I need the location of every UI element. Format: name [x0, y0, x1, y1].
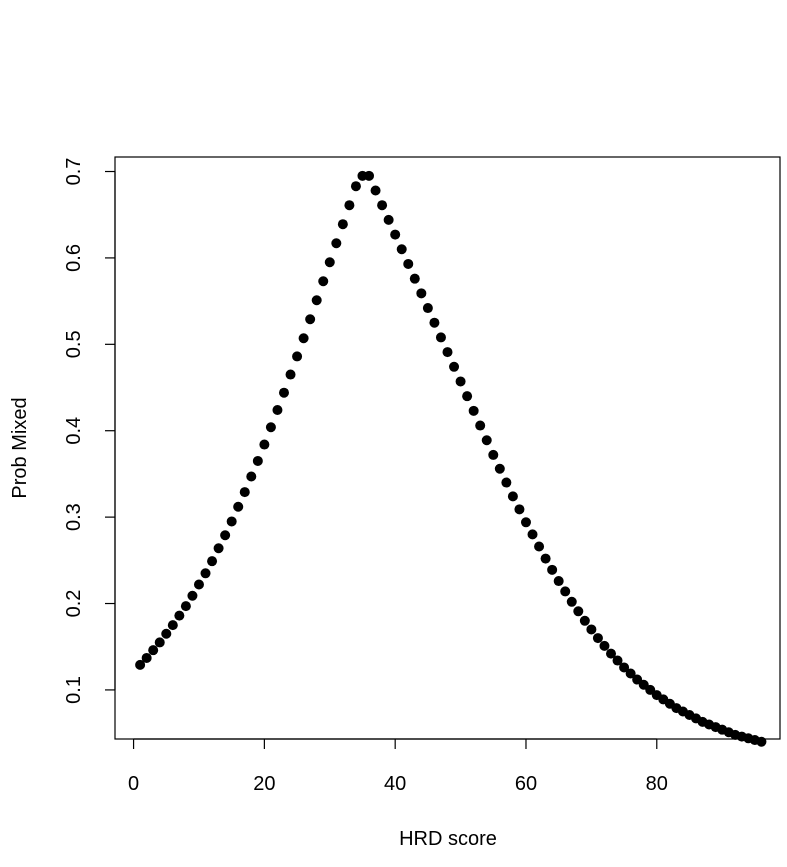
- data-point: [455, 376, 466, 387]
- y-tick-label: 0.5: [63, 330, 85, 358]
- data-point: [507, 491, 518, 502]
- data-point: [612, 655, 623, 666]
- data-point: [377, 200, 388, 211]
- data-point: [534, 541, 545, 552]
- plot-frame: [114, 156, 781, 740]
- data-point: [364, 170, 375, 181]
- data-point: [501, 477, 512, 488]
- data-point: [252, 455, 263, 466]
- data-point: [311, 295, 322, 306]
- data-point: [488, 449, 499, 460]
- data-point: [592, 633, 603, 644]
- data-point: [429, 317, 440, 328]
- data-point: [396, 244, 407, 255]
- data-point: [220, 530, 231, 541]
- data-point: [200, 568, 211, 579]
- data-point: [756, 736, 767, 747]
- data-point: [180, 601, 191, 612]
- data-point: [285, 369, 296, 380]
- data-point: [161, 628, 172, 639]
- data-point: [422, 303, 433, 314]
- data-point: [390, 229, 401, 240]
- data-point: [233, 501, 244, 512]
- data-point: [318, 276, 329, 287]
- data-point: [462, 391, 473, 402]
- data-point: [272, 404, 283, 415]
- data-point: [193, 579, 204, 590]
- data-point: [579, 615, 590, 626]
- data-point: [560, 586, 571, 597]
- data-point: [553, 576, 564, 587]
- data-point: [547, 564, 558, 575]
- data-point: [298, 333, 309, 344]
- data-point: [409, 273, 420, 284]
- data-point: [573, 606, 584, 617]
- data-point: [148, 645, 159, 656]
- data-point: [370, 185, 381, 196]
- y-tick-label: 0.4: [63, 417, 85, 445]
- data-point: [599, 640, 610, 651]
- data-point: [174, 610, 185, 621]
- data-point: [324, 257, 335, 268]
- data-point: [239, 487, 250, 498]
- data-point: [606, 648, 617, 659]
- y-tick-label: 0.2: [63, 590, 85, 618]
- data-point: [481, 435, 492, 446]
- data-point: [494, 463, 505, 474]
- data-point: [135, 659, 146, 670]
- data-point: [246, 471, 257, 482]
- y-axis-title: Prob Mixed: [9, 397, 31, 498]
- y-tick-label: 0.3: [63, 503, 85, 531]
- data-point: [527, 529, 538, 540]
- data-point: [475, 420, 486, 431]
- y-tick-label: 0.1: [63, 676, 85, 704]
- data-point: [468, 405, 479, 416]
- data-point: [625, 668, 636, 679]
- data-point: [435, 332, 446, 343]
- data-point: [213, 543, 224, 554]
- x-axis: 0 20 40 60 80: [128, 738, 668, 795]
- data-point: [259, 439, 270, 450]
- y-tick-label: 0.7: [63, 158, 85, 186]
- data-point: [514, 504, 525, 515]
- data-point: [586, 624, 597, 635]
- y-tick-label: 0.6: [63, 244, 85, 272]
- data-point: [226, 516, 237, 527]
- data-point: [187, 590, 198, 601]
- data-point: [331, 238, 342, 249]
- data-point: [383, 214, 394, 225]
- data-point: [167, 620, 178, 631]
- data-point: [416, 288, 427, 299]
- x-tick-label: 20: [253, 773, 275, 795]
- x-tick-label: 40: [384, 773, 406, 795]
- data-point: [154, 637, 165, 648]
- x-axis-title: HRD score: [399, 828, 497, 850]
- data-point: [207, 556, 218, 567]
- data-point: [278, 387, 289, 398]
- data-point: [337, 219, 348, 230]
- x-tick-label: 80: [646, 773, 668, 795]
- data-point: [566, 596, 577, 607]
- scatter-points: [135, 170, 767, 747]
- data-point: [442, 347, 453, 358]
- data-point: [292, 351, 303, 362]
- data-point: [305, 314, 316, 325]
- data-point: [350, 181, 361, 192]
- x-tick-label: 0: [128, 773, 139, 795]
- data-point: [540, 553, 551, 564]
- data-point: [403, 258, 414, 269]
- data-point: [344, 200, 355, 211]
- y-axis: 0.1 0.2 0.3 0.4 0.5 0.6 0.7: [63, 158, 116, 704]
- data-point: [520, 517, 531, 528]
- x-tick-label: 60: [515, 773, 537, 795]
- data-point: [141, 652, 152, 663]
- data-point: [619, 662, 630, 673]
- data-point: [265, 422, 276, 433]
- data-point: [449, 361, 460, 372]
